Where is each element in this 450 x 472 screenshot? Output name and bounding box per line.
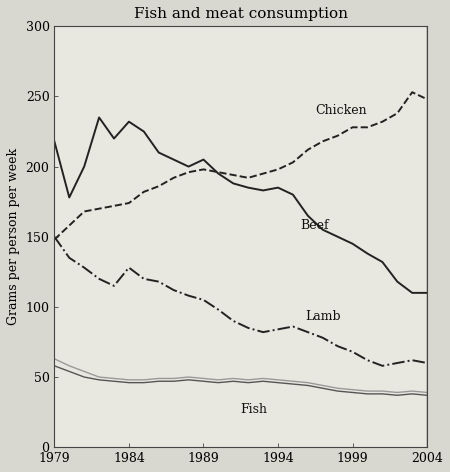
Text: Chicken: Chicken (315, 104, 367, 117)
Text: Beef: Beef (301, 219, 329, 232)
Text: Fish: Fish (241, 403, 268, 416)
Title: Fish and meat consumption: Fish and meat consumption (134, 7, 348, 21)
Y-axis label: Grams per person per week: Grams per person per week (7, 148, 20, 325)
Text: Lamb: Lamb (305, 310, 341, 323)
